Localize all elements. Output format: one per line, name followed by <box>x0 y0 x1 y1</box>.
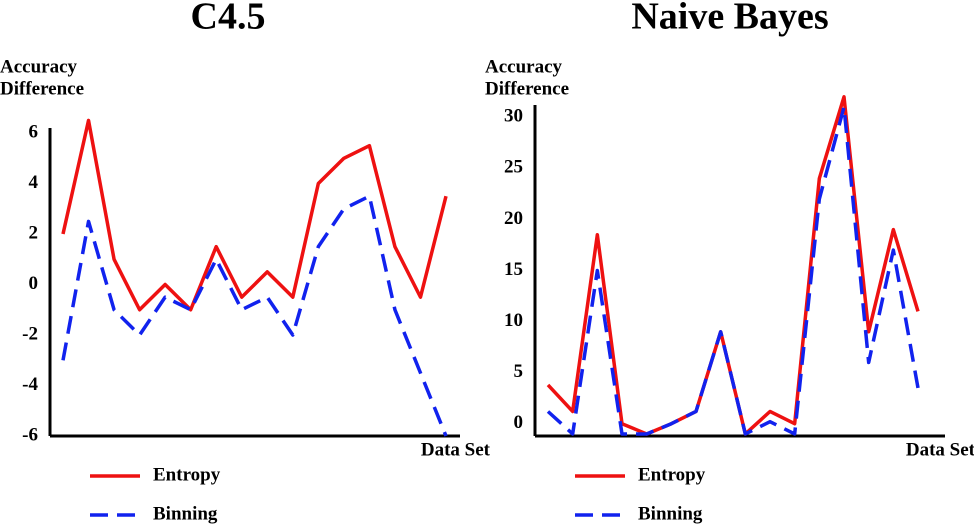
legend-label: Entropy <box>153 464 221 485</box>
y-tick-label: 25 <box>504 157 523 178</box>
x-axis-label: Data Set <box>906 439 974 460</box>
y-tick-label: 15 <box>504 259 523 280</box>
x-axis-label: Data Set <box>421 439 491 460</box>
chart-title: Naive Bayes <box>631 0 828 38</box>
legend-label: Binning <box>153 503 218 524</box>
y-tick-label: 5 <box>514 361 524 382</box>
legend-label: Entropy <box>638 464 706 485</box>
y-tick-label: 0 <box>514 412 524 433</box>
series-line <box>61 118 448 312</box>
y-tick-label: 10 <box>504 310 523 331</box>
chart-title: C4.5 <box>191 0 266 38</box>
y-tick-label: 20 <box>504 208 523 229</box>
series-line <box>61 194 448 437</box>
y-tick-label: 2 <box>29 222 39 243</box>
y-axis-label: Accuracy <box>485 56 563 77</box>
y-tick-label: 6 <box>29 121 39 142</box>
y-tick-label: 0 <box>29 273 39 294</box>
y-tick-label: 30 <box>504 106 523 127</box>
series-line <box>546 105 920 436</box>
y-axis-label: Accuracy <box>0 56 78 77</box>
y-tick-label: -4 <box>22 374 38 395</box>
y-tick-label: -2 <box>22 323 38 344</box>
y-axis-label: Difference <box>0 78 84 99</box>
legend-label: Binning <box>638 503 703 524</box>
y-tick-label: 4 <box>29 172 39 193</box>
y-axis-label: Difference <box>485 78 569 99</box>
y-tick-label: -6 <box>22 424 38 445</box>
